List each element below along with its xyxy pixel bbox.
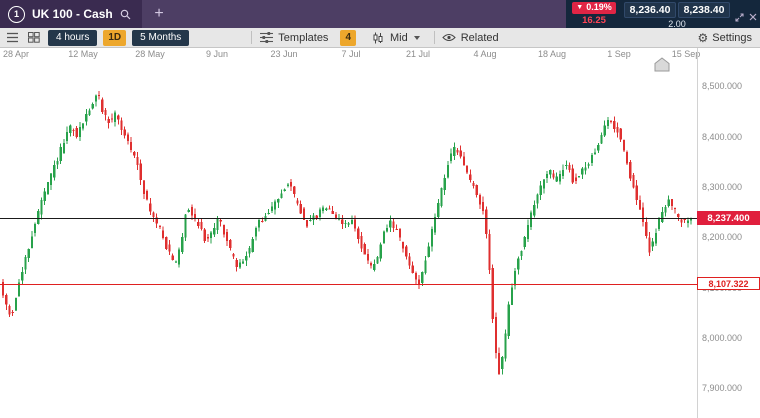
- price-axis-label: 8,500.000: [702, 81, 743, 92]
- date-axis-label: 9 Jun: [205, 49, 229, 59]
- price-axis-label: 8,400.000: [702, 131, 743, 142]
- spread-value: 2.00: [668, 19, 686, 29]
- candlestick-icon: [370, 31, 386, 45]
- price-axis-label: 7,900.000: [702, 383, 743, 394]
- price-source-label: Mid: [390, 31, 408, 44]
- expand-icon[interactable]: [735, 6, 744, 28]
- date-axis-label: 15 Sep: [671, 49, 701, 59]
- date-range-button[interactable]: 5 Months: [132, 29, 190, 46]
- toolbar-divider: [251, 31, 253, 44]
- candlestick-svg: [2, 90, 693, 376]
- templates-label: Templates: [278, 31, 329, 44]
- price-source-button[interactable]: Mid: [370, 31, 420, 45]
- templates-button[interactable]: Templates: [258, 31, 328, 45]
- price-axis[interactable]: 8,500.000 8,400.000 8,300.000 8,200.000 8,10…: [698, 0, 760, 418]
- date-axis-label: 28 May: [135, 49, 165, 59]
- chart-tab[interactable]: 1 UK 100 - Cash: [0, 0, 142, 28]
- date-axis-label: 12 May: [68, 49, 98, 59]
- chart-marker-icon[interactable]: [654, 57, 670, 77]
- window-controls: [732, 0, 760, 28]
- sliders-icon: [258, 31, 274, 45]
- list-icon[interactable]: [4, 31, 20, 45]
- top-bar-spacer: [176, 0, 566, 28]
- date-axis-label: 4 Aug: [473, 49, 497, 59]
- buy-price-button[interactable]: 8,238.40: [678, 2, 730, 18]
- toolbar-divider-2: [433, 31, 435, 44]
- current-price-label: 8,237.400: [697, 211, 760, 226]
- eye-icon: [441, 31, 457, 45]
- change-points-value: 16.25: [582, 14, 606, 26]
- price-panel: ▼ 0.19% 16.25 8,236.40 8,238.40 2.00: [566, 0, 760, 29]
- settings-button[interactable]: ⚙ Settings: [697, 32, 756, 44]
- add-chart-tab-button[interactable]: +: [154, 5, 164, 22]
- date-axis-label: 23 Jun: [270, 49, 298, 59]
- sell-price-button[interactable]: 8,236.40: [624, 2, 676, 18]
- deal-prices: 8,236.40 8,238.40 2.00: [622, 0, 732, 29]
- interval-button[interactable]: 4 hours: [48, 29, 98, 46]
- gear-icon: ⚙: [697, 30, 709, 45]
- price-axis-label: 8,000.000: [702, 332, 743, 343]
- down-arrow-icon: ▼: [576, 4, 584, 12]
- chart-toolbar: 4 hours 1D 5 Months Templates 4 Mid Rela…: [0, 28, 760, 48]
- top-bar: 1 UK 100 - Cash + ▼ 0.19% 16.25 8,236.40…: [0, 0, 760, 29]
- support-line[interactable]: [0, 284, 697, 285]
- date-axis-label: 18 Aug: [537, 49, 567, 59]
- date-axis[interactable]: 28 Apr 12 May 28 May 9 Jun 23 Jun 7 Jul 21 Jul…: [0, 48, 760, 62]
- chevron-down-icon: [413, 35, 420, 40]
- tab-number-badge: 1: [8, 5, 25, 23]
- related-label: Related: [460, 31, 499, 44]
- date-axis-label: 28 Apr: [2, 49, 30, 59]
- close-icon[interactable]: [749, 6, 757, 28]
- search-icon[interactable]: [120, 9, 131, 20]
- price-axis-border: [697, 48, 698, 418]
- timeframe-1d-button[interactable]: 1D: [103, 29, 127, 46]
- date-axis-label: 21 Jul: [405, 49, 431, 59]
- current-price-line: [0, 218, 697, 219]
- chart-canvas[interactable]: [0, 62, 697, 418]
- layout-grid-icon[interactable]: [26, 31, 42, 45]
- settings-label: Settings: [712, 31, 752, 44]
- date-axis-label: 1 Sep: [607, 49, 631, 59]
- support-line-label[interactable]: 8,107.322: [697, 277, 760, 291]
- date-axis-label: 7 Jul: [341, 49, 361, 59]
- price-axis-label: 8,300.000: [702, 181, 743, 192]
- change-percent-badge: ▼ 0.19%: [572, 2, 616, 14]
- price-axis-label: 8,200.000: [702, 232, 743, 243]
- daily-change: ▼ 0.19% 16.25: [566, 0, 622, 28]
- related-button[interactable]: Related: [441, 31, 499, 45]
- change-percent-value: 0.19%: [586, 2, 612, 12]
- indicator-count-badge[interactable]: 4: [340, 29, 356, 46]
- instrument-title: UK 100 - Cash: [32, 7, 113, 21]
